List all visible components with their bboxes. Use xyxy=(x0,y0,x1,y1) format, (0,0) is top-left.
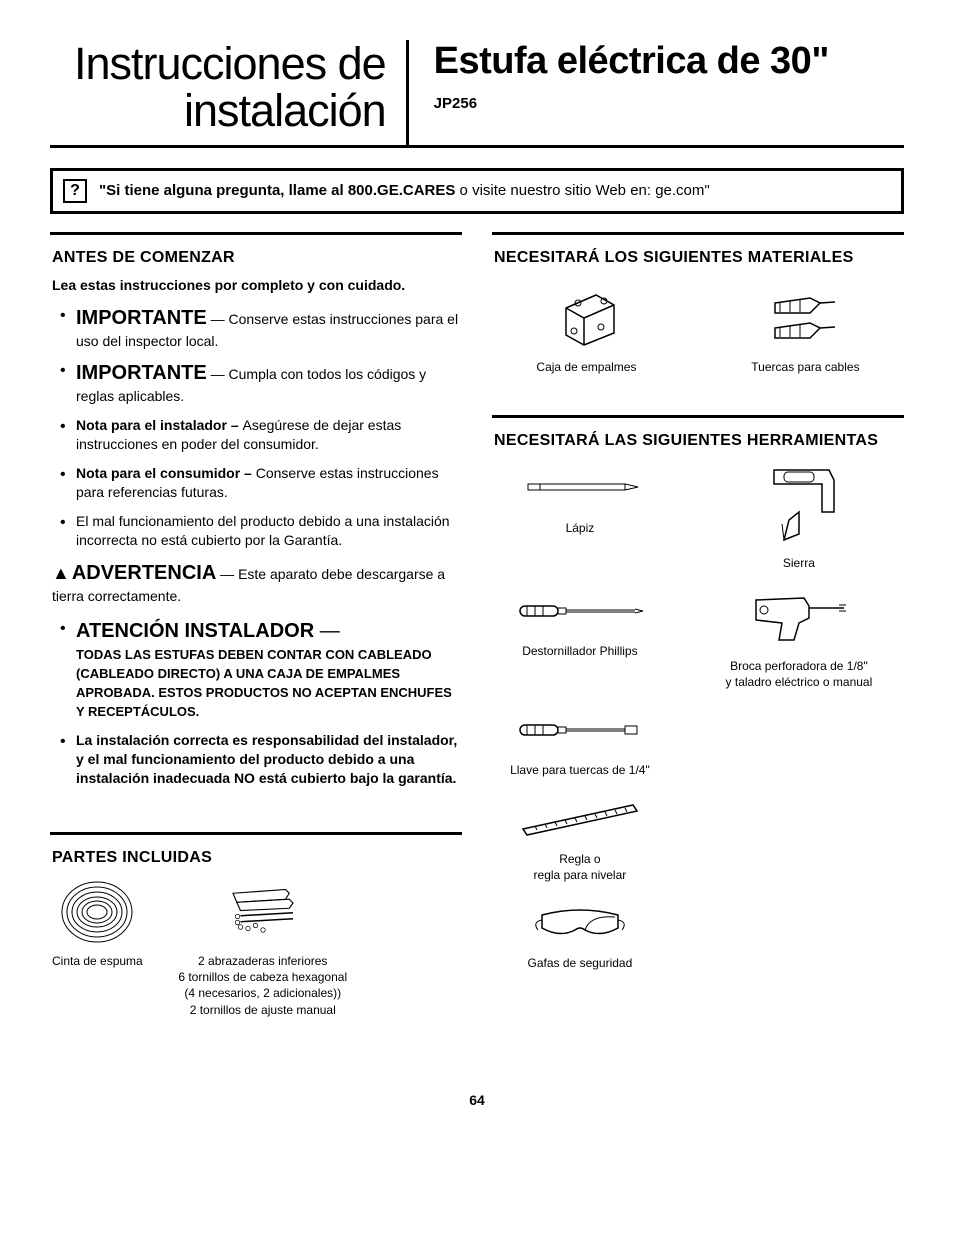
tools-title: NECESITARÁ LAS SIGUIENTES HERRAMIENTAS xyxy=(494,432,902,450)
model-number: JP256 xyxy=(434,95,904,112)
screwdriver-icon xyxy=(494,583,666,638)
attention-body: TODAS LAS ESTUFAS DEBEN CONTAR CON CABLE… xyxy=(76,647,452,720)
tool-label: Destornillador Phillips xyxy=(494,644,666,660)
help-bold: "Si tiene alguna pregunta, llame al 800.… xyxy=(99,182,455,199)
before-section: ANTES DE COMENZAR Lea estas instruccione… xyxy=(50,232,462,816)
tool-row: Lápiz Sierra xyxy=(494,460,902,572)
parts-section: PARTES INCLUIDAS Cinta de espuma xyxy=(50,832,462,1036)
tool-row: Regla o regla para nivelar xyxy=(494,791,902,883)
warning-triangle-icon: ▲ xyxy=(52,561,70,585)
part-clamps-screws: 2 abrazaderas inferiores 6 tornillos de … xyxy=(173,877,353,1018)
materials-section: NECESITARÁ LOS SIGUIENTES MATERIALES xyxy=(492,232,904,399)
list-item: Nota para el instalador – Asegúrese de d… xyxy=(60,416,460,454)
before-title: ANTES DE COMENZAR xyxy=(52,249,460,267)
foam-tape-icon xyxy=(52,877,142,947)
list-item: IMPORTANTE — Conserve estas instruccione… xyxy=(60,305,460,351)
right-column: NECESITARÁ LOS SIGUIENTES MATERIALES xyxy=(492,232,904,1052)
parts-title: PARTES INCLUIDAS xyxy=(52,849,460,867)
tool-goggles: Gafas de seguridad xyxy=(494,895,666,972)
important-label: IMPORTANTE xyxy=(76,362,207,384)
clamps-screws-icon xyxy=(218,877,308,947)
tool-label: Regla o regla para nivelar xyxy=(494,852,666,883)
list-item: La instalación correcta es responsabilid… xyxy=(60,731,460,788)
mat-junction-box: Caja de empalmes xyxy=(536,283,636,375)
before-sub: Lea estas instrucciones por completo y c… xyxy=(52,277,460,293)
attention-heading: ATENCIÓN INSTALADOR xyxy=(76,620,314,642)
tool-phillips: Destornillador Phillips xyxy=(494,583,666,690)
drill-icon xyxy=(696,583,902,653)
tools-section: NECESITARÁ LAS SIGUIENTES HERRAMIENTAS L… xyxy=(492,415,904,1002)
tool-nutdriver: Llave para tuercas de 1/4" xyxy=(494,702,666,779)
tool-label: Llave para tuercas de 1/4" xyxy=(494,763,666,779)
list-item: El mal funcionamiento del producto debid… xyxy=(60,512,460,550)
header-left: Instrucciones de instalación xyxy=(50,40,409,145)
pencil-icon xyxy=(494,460,666,515)
help-bar: ? "Si tiene alguna pregunta, llame al 80… xyxy=(50,168,904,214)
materials-grid: Caja de empalmes xyxy=(494,277,902,381)
part-foam-tape: Cinta de espuma xyxy=(52,877,143,1018)
tool-drill: Broca perforadora de 1/8" y taladro eléc… xyxy=(696,583,902,690)
tool-ruler: Regla o regla para nivelar xyxy=(494,791,666,883)
tool-saw: Sierra xyxy=(696,460,902,572)
question-icon: ? xyxy=(63,179,87,203)
tool-row: Destornillador Phillips Broca perforador… xyxy=(494,583,902,690)
wire-nuts-icon xyxy=(760,283,850,353)
tool-label: Lápiz xyxy=(494,521,666,537)
part-label: Cinta de espuma xyxy=(52,953,143,969)
tool-row: Llave para tuercas de 1/4" xyxy=(494,702,902,779)
tool-label: Gafas de seguridad xyxy=(494,956,666,972)
help-rest: o visite nuestro sitio Web en: ge.com" xyxy=(455,182,709,199)
list-item: ATENCIÓN INSTALADOR — TODAS LAS ESTUFAS … xyxy=(60,618,460,722)
left-column: ANTES DE COMENZAR Lea estas instruccione… xyxy=(50,232,462,1052)
tool-pencil: Lápiz xyxy=(494,460,666,572)
list-item: IMPORTANTE — Cumpla con todos los código… xyxy=(60,360,460,406)
tool-label: Sierra xyxy=(696,556,902,572)
note-consumer-label: Nota para el consumidor – xyxy=(76,465,256,481)
goggles-icon xyxy=(494,895,666,950)
parts-grid: Cinta de espuma xyxy=(52,877,460,1018)
nutdriver-icon xyxy=(494,702,666,757)
spacer xyxy=(696,895,902,972)
document-header: Instrucciones de instalación Estufa eléc… xyxy=(50,40,904,148)
warning-block: ▲ADVERTENCIA — Este aparato debe descarg… xyxy=(52,560,460,606)
saw-icon xyxy=(696,460,902,550)
tool-label: Broca perforadora de 1/8" y taladro eléc… xyxy=(696,659,902,690)
ruler-icon xyxy=(494,791,666,846)
help-text: "Si tiene alguna pregunta, llame al 800.… xyxy=(99,182,710,199)
page-number: 64 xyxy=(50,1092,904,1108)
important-label: IMPORTANTE xyxy=(76,307,207,329)
note-installer-label: Nota para el instalador – xyxy=(76,417,243,433)
materials-title: NECESITARÁ LOS SIGUIENTES MATERIALES xyxy=(494,249,902,267)
header-right: Estufa eléctrica de 30" JP256 xyxy=(409,40,904,145)
spacer xyxy=(696,702,902,779)
title-right: Estufa eléctrica de 30" xyxy=(434,40,904,83)
before-list: IMPORTANTE — Conserve estas instruccione… xyxy=(52,305,460,550)
spacer xyxy=(696,791,902,883)
junction-box-icon xyxy=(541,283,631,353)
tool-row: Gafas de seguridad xyxy=(494,895,902,972)
responsibility-text: La instalación correcta es responsabilid… xyxy=(76,732,457,786)
mat-label: Tuercas para cables xyxy=(751,359,859,375)
list-item: Nota para el consumidor – Conserve estas… xyxy=(60,464,460,502)
mat-wire-nuts: Tuercas para cables xyxy=(751,283,859,375)
mat-label: Caja de empalmes xyxy=(536,359,636,375)
part-label: 2 abrazaderas inferiores 6 tornillos de … xyxy=(173,953,353,1018)
content-columns: ANTES DE COMENZAR Lea estas instruccione… xyxy=(50,232,904,1052)
title-left: Instrucciones de instalación xyxy=(50,40,386,145)
attention-list: ATENCIÓN INSTALADOR — TODAS LAS ESTUFAS … xyxy=(52,618,460,788)
warning-label: ADVERTENCIA xyxy=(72,562,216,584)
